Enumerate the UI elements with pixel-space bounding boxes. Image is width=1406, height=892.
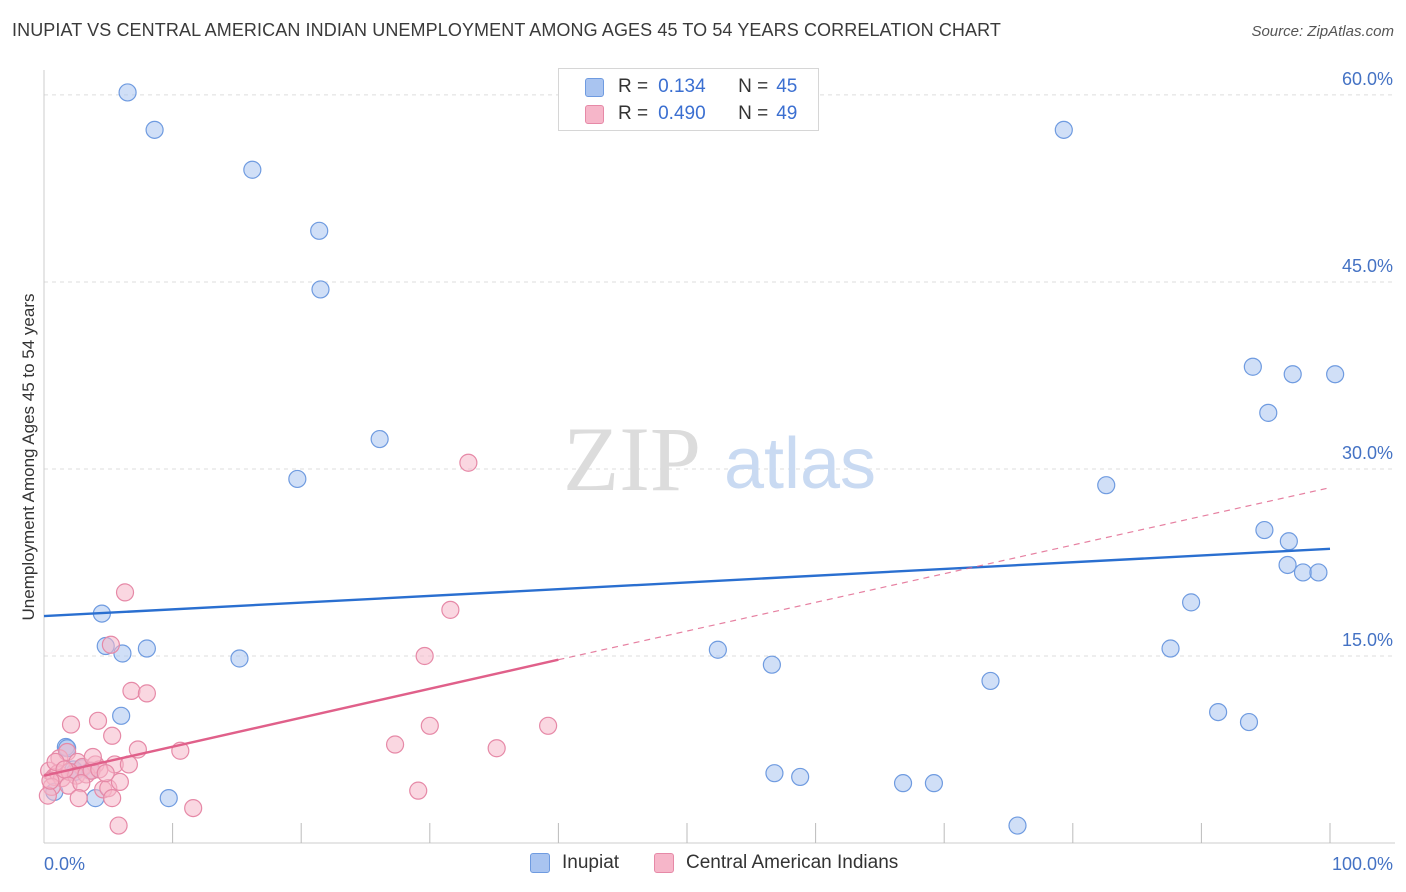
point-inupiat [1279,532,1298,551]
point-central-american-indians [441,600,460,619]
y-axis-title: Unemployment Among Ages 45 to 54 years [19,294,38,621]
point-inupiat [1239,712,1259,732]
point-inupiat [1293,563,1313,582]
point-inupiat [1283,365,1302,384]
point-central-american-indians [109,816,128,835]
legend-n-label: N = [738,76,769,97]
point-central-american-indians [38,786,57,805]
legend-swatch-inupiat [585,77,604,97]
point-central-american-indians [101,635,120,654]
point-central-american-indians [72,774,91,793]
legend-swatch-central-american-indians [585,104,604,124]
point-inupiat [762,655,781,674]
point-inupiat [981,671,1000,691]
point-central-american-indians [539,716,558,735]
point-inupiat [1309,563,1328,582]
point-central-american-indians [415,646,434,666]
series-legend-central-american-indians: Central American Indians [654,852,898,874]
series-label-inupiat: Inupiat [562,852,620,873]
point-inupiat [230,649,249,668]
point-inupiat [118,83,137,102]
y-tick-label: 60.0% [1342,69,1393,89]
point-central-american-indians [61,715,81,734]
point-central-american-indians [184,798,203,818]
point-central-american-indians [115,583,135,602]
series-label-central-american-indians: Central American Indians [686,852,899,873]
series-legend-inupiat: Inupiat [530,852,619,874]
data-points [38,83,1345,835]
point-inupiat [765,764,784,783]
point-central-american-indians [103,789,122,808]
y-tick-label: 15.0% [1342,630,1393,650]
point-inupiat [708,640,727,659]
legend-n-value-inupiat: 45 [776,76,798,97]
point-inupiat [1278,555,1297,575]
point-inupiat [1008,816,1027,835]
trend-line-inupiat [43,547,1331,618]
y-tick-label: 45.0% [1342,256,1393,276]
point-inupiat [1326,365,1345,384]
point-inupiat [370,429,389,449]
axes [43,70,1395,844]
point-inupiat [1054,120,1073,139]
legend-row-central-american-indians: R = 0.490 N = 49 [585,101,797,127]
point-central-american-indians [103,726,122,745]
point-inupiat [924,774,944,793]
source-credit: Source: ZipAtlas.com [1251,23,1394,40]
point-central-american-indians [110,772,129,792]
x-tick-label: 0.0% [44,854,85,874]
point-inupiat [791,767,810,787]
point-central-american-indians [420,716,439,735]
y-tick-label: 30.0% [1342,443,1393,463]
series-swatch-inupiat [530,853,550,873]
point-central-american-indians [459,453,478,472]
trend-line-central-american-indians-extension [558,487,1331,661]
point-central-american-indians [96,764,115,783]
legend-row-inupiat: R = 0.134 N = 45 [585,74,797,100]
point-inupiat [893,774,913,793]
point-inupiat [1097,476,1116,495]
point-inupiat [112,706,131,725]
watermark: ZIP atlas [563,408,876,510]
point-inupiat [243,160,262,179]
watermark-atlas: atlas [724,424,876,504]
legend-r-label: R = [618,103,649,124]
chart-title: INUPIAT VS CENTRAL AMERICAN INDIAN UNEMP… [12,20,1002,40]
point-central-american-indians [409,781,428,800]
watermark-zip: ZIP [563,408,701,510]
legend-r-value-inupiat: 0.134 [658,76,706,97]
legend-r-value-central-american-indians: 0.490 [658,103,706,124]
point-inupiat [1209,702,1228,722]
trend-line-central-american-indians [43,658,559,777]
point-central-american-indians [137,684,156,703]
point-central-american-indians [69,789,88,808]
trend-lines [43,487,1331,777]
point-central-american-indians [122,681,141,700]
point-central-american-indians [487,739,506,758]
x-tick-label: 100.0% [1332,854,1393,874]
point-central-american-indians [88,711,108,730]
point-inupiat [145,120,164,139]
point-inupiat [1255,520,1274,540]
point-central-american-indians [385,735,405,754]
legend-n-value-central-american-indians: 49 [776,103,798,124]
gridlines [44,94,1395,657]
point-inupiat [310,221,329,240]
point-inupiat [1161,639,1180,658]
point-inupiat [288,469,307,489]
point-inupiat [1182,593,1201,612]
series-swatch-central-american-indians [654,853,674,873]
point-inupiat [137,639,156,658]
tick-labels: 15.0% 30.0% 45.0% 60.0% 0.0% 100.0% [44,69,1393,874]
point-inupiat [1243,357,1262,376]
point-inupiat [311,280,330,299]
point-inupiat [159,789,178,808]
legend-n-label: N = [738,103,769,124]
correlation-legend: R = 0.134 N = 45 R = 0.490 N = 49 [558,68,819,131]
legend-r-label: R = [618,76,649,97]
point-inupiat [1259,403,1278,422]
